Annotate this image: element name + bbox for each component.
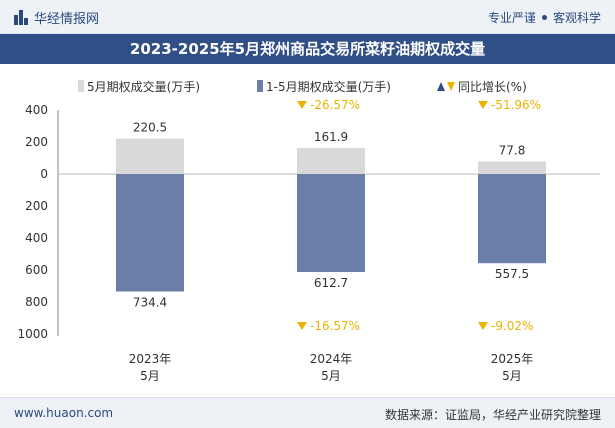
legend-swatch-1 (78, 80, 84, 92)
footer-source: 数据来源：证监局，华经产业研究院整理 (384, 408, 601, 422)
bar-cumulative-3 (478, 174, 546, 264)
chart-title: 2023-2025年5月郑州商品交易所菜籽油期权成交量 (0, 34, 615, 64)
slogan-left: 专业严谨 (487, 11, 536, 25)
y-tick-label: 200 (25, 135, 48, 149)
legend-label-1: 5月期权成交量(万手) (87, 79, 200, 94)
growth-label-cumulative: -9.02% (491, 319, 533, 333)
bar-monthly-2 (297, 148, 365, 174)
bar-monthly-1 (116, 138, 184, 174)
growth-down-triangle-icon (297, 101, 307, 109)
growth-down-triangle-icon (478, 101, 488, 109)
growth-label-monthly: -51.96% (491, 98, 541, 112)
data-label-monthly: 77.8 (499, 144, 526, 158)
growth-label-cumulative: -16.57% (310, 319, 360, 333)
bar-cumulative-2 (297, 174, 365, 273)
x-tick-label-month: 5月 (502, 369, 522, 383)
brand: 华经情报网 (14, 8, 99, 27)
x-tick-label-month: 5月 (321, 369, 341, 383)
x-tick-label-month: 5月 (140, 369, 160, 383)
growth-down-triangle-icon (478, 322, 488, 330)
data-label-cumulative: 734.4 (133, 296, 167, 310)
data-label-cumulative: 612.7 (314, 276, 348, 290)
legend-up-triangle-icon (437, 82, 445, 91)
x-tick-label-year: 2025年 (491, 352, 534, 366)
x-tick-label-year: 2024年 (310, 352, 353, 366)
legend-down-triangle-icon (447, 82, 455, 91)
slogan: 专业严谨 客观科学 (488, 9, 601, 26)
bar-chart: 5月期权成交量(万手) 1-5月期权成交量(万手) 同比增长(%) 400 200 0 20… (17, 79, 600, 383)
legend-label-3: 同比增长(%) (458, 80, 527, 94)
y-tick-label: 1000 (17, 327, 48, 341)
bar-chart-logo-icon (14, 10, 28, 25)
legend-label-2: 1-5月期权成交量(万手) (266, 79, 391, 94)
legend-swatch-2 (257, 80, 263, 92)
growth-down-triangle-icon (297, 322, 307, 330)
data-label-cumulative: 557.5 (495, 267, 529, 281)
y-tick-label: 400 (25, 103, 48, 117)
y-tick-label: 0 (40, 167, 48, 181)
y-tick-label: 200 (25, 199, 48, 213)
top-bar: 华经情报网 专业严谨 客观科学 (0, 0, 615, 34)
footer: www.huaon.com 数据来源：证监局，华经产业研究院整理 (0, 397, 615, 428)
footer-url: www.huaon.com (14, 406, 114, 420)
brand-name: 华经情报网 (34, 12, 100, 27)
y-tick-label: 800 (25, 295, 48, 309)
bar-cumulative-1 (116, 174, 184, 292)
y-tick-label: 600 (25, 263, 48, 277)
growth-label-monthly: -26.57% (310, 98, 360, 112)
data-label-monthly: 161.9 (314, 130, 348, 144)
y-tick-label: 400 (25, 231, 48, 245)
bar-monthly-3 (478, 161, 546, 174)
bullet-dot-icon (541, 15, 547, 20)
data-label-monthly: 220.5 (133, 121, 167, 135)
x-tick-label-year: 2023年 (129, 352, 172, 366)
slogan-right: 客观科学 (552, 11, 601, 25)
